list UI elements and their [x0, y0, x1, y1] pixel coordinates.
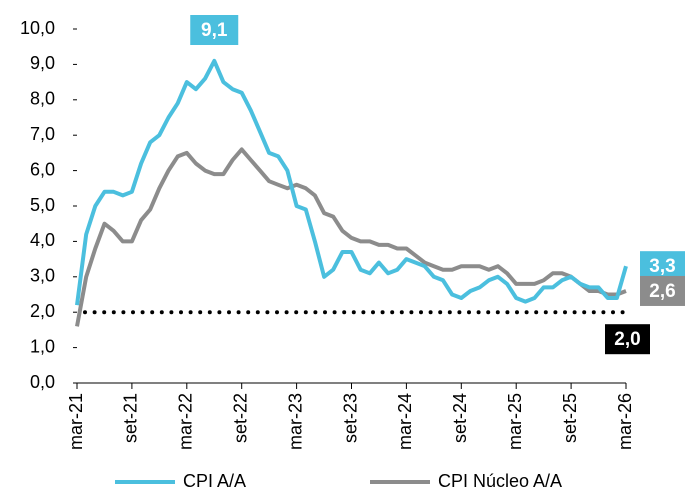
y-tick-label: 3,0 [30, 266, 55, 286]
x-tick-label: set-21 [121, 393, 141, 443]
y-tick-label: 2,0 [30, 301, 55, 321]
x-tick-label: mar-23 [285, 393, 305, 450]
value-label: 2,0 [614, 329, 640, 350]
x-tick-label: set-22 [230, 393, 250, 443]
x-tick-label: mar-21 [66, 393, 86, 450]
y-tick-label: 4,0 [30, 230, 55, 250]
legend-label: CPI Núcleo A/A [438, 471, 562, 491]
y-tick-label: 10,0 [20, 18, 55, 38]
y-tick-label: 1,0 [30, 336, 55, 356]
x-tick-label: set-24 [450, 393, 470, 443]
value-label: 2,6 [649, 281, 675, 302]
y-tick-label: 6,0 [30, 159, 55, 179]
series-line [75, 58, 628, 306]
y-tick-label: 8,0 [30, 89, 55, 109]
value-label-box [190, 15, 239, 45]
value-label-box [605, 324, 650, 355]
series-line [75, 147, 627, 327]
value-label: 9,1 [201, 20, 228, 41]
x-tick-label: mar-22 [176, 393, 196, 450]
value-label-box [640, 275, 685, 306]
legend-label: CPI A/A [183, 471, 246, 491]
x-tick-label: set-23 [340, 393, 360, 443]
y-tick-label: 5,0 [30, 195, 55, 215]
value-label: 3,3 [649, 256, 675, 277]
y-tick-label: 7,0 [30, 124, 55, 144]
x-tick-label: mar-25 [505, 393, 525, 450]
x-tick-label: set-25 [560, 393, 580, 443]
x-tick-label: mar-24 [395, 393, 415, 450]
y-tick-label: 0,0 [30, 372, 55, 392]
x-tick-label: mar-26 [615, 393, 635, 450]
y-tick-label: 9,0 [30, 53, 55, 73]
